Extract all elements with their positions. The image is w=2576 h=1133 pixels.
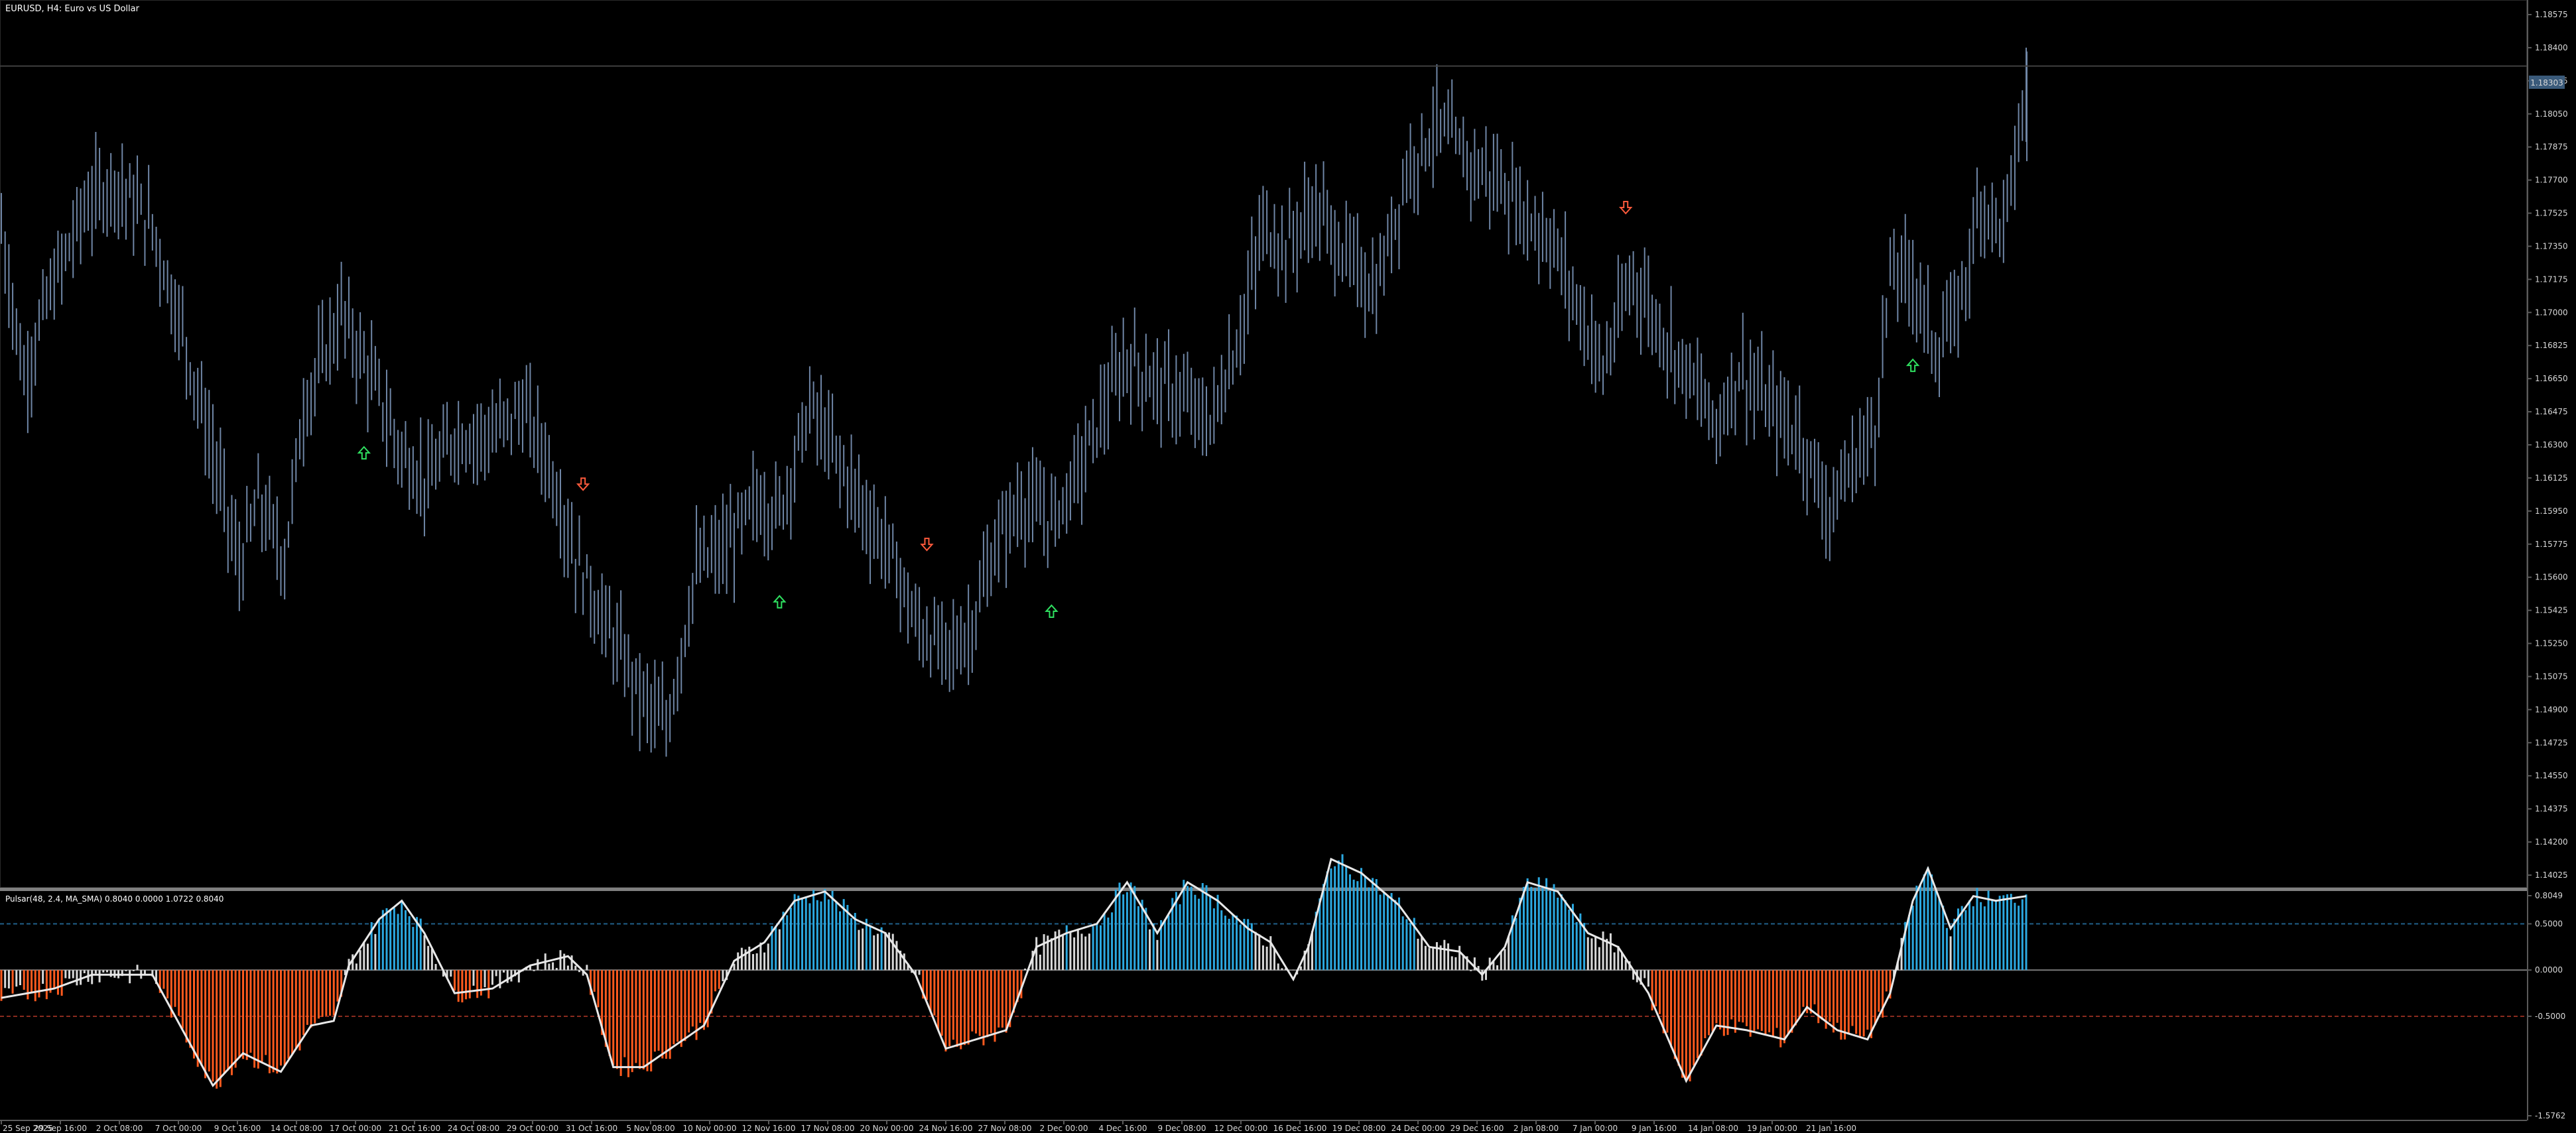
panel-separator[interactable]	[0, 888, 2527, 891]
price-tick-label: 1.14200	[2535, 837, 2568, 847]
price-axis-ticks: 1.185751.184001.182251.180501.178751.177…	[2528, 10, 2568, 880]
time-tick-label: 5 Nov 08:00	[626, 1124, 675, 1133]
time-tick-label: 16 Dec 16:00	[1273, 1124, 1327, 1133]
time-tick-label: 4 Dec 16:00	[1098, 1124, 1147, 1133]
time-tick-label: 25 Sep 2025	[3, 1124, 53, 1133]
buy-arrow	[773, 595, 787, 609]
time-tick-label: 10 Nov 00:00	[683, 1124, 737, 1133]
sell-arrow	[920, 538, 934, 552]
price-bars	[1, 47, 2028, 757]
indicator-axis-ticks: 0.8049 0.5000 0.0000 -0.5000 -1.5762	[2528, 891, 2565, 1120]
price-tick-label: 1.17525	[2535, 209, 2568, 218]
time-tick-label: 24 Oct 08:00	[448, 1124, 499, 1133]
price-tick-label: 1.14725	[2535, 738, 2568, 747]
chart-title: EURUSD, H4: Euro vs US Dollar	[5, 4, 140, 14]
time-tick-label: 27 Nov 08:00	[978, 1124, 1032, 1133]
time-tick-label: 2 Jan 08:00	[1513, 1124, 1559, 1133]
time-tick-label: 24 Dec 00:00	[1391, 1124, 1445, 1133]
price-panel[interactable]: EURUSD, H4: Euro vs US Dollar	[0, 0, 2528, 888]
price-tick-label: 1.16475	[2535, 407, 2568, 416]
price-tick-label: 1.17875	[2535, 143, 2568, 152]
price-tick-label: 1.15425	[2535, 606, 2568, 615]
price-tick-label: 1.16300	[2535, 440, 2568, 449]
sell-arrow	[576, 477, 590, 491]
time-tick-label: 9 Dec 08:00	[1157, 1124, 1206, 1133]
time-tick-label: 21 Oct 16:00	[389, 1124, 440, 1133]
price-tick-label: 1.14375	[2535, 804, 2568, 813]
time-tick-label: 9 Oct 16:00	[214, 1124, 261, 1133]
price-tick-label: 1.15775	[2535, 540, 2568, 549]
time-tick-label: 12 Nov 16:00	[742, 1124, 796, 1133]
price-tick-label: 1.16125	[2535, 473, 2568, 483]
price-tick-label: 1.17350	[2535, 241, 2568, 251]
time-tick-label: 20 Nov 00:00	[860, 1124, 914, 1133]
time-tick-label: 14 Oct 08:00	[271, 1124, 322, 1133]
time-tick-label: 31 Oct 16:00	[566, 1124, 617, 1133]
indicator-tick-label: 0.8049	[2535, 891, 2563, 900]
time-tick-label: 19 Jan 00:00	[1747, 1124, 1797, 1133]
indicator-panel[interactable]: Pulsar(48, 2.4, MA_SMA) 0.8040 0.0000 1.…	[0, 854, 2527, 1089]
time-tick-label: 29 Oct 00:00	[507, 1124, 558, 1133]
price-tick-label: 1.15600	[2535, 573, 2568, 582]
indicator-signal-line	[1, 857, 2027, 1088]
indicator-tick-label: 0.5000	[2535, 920, 2563, 929]
time-tick-label: 7 Oct 00:00	[155, 1124, 202, 1133]
time-tick-label: 29 Dec 16:00	[1450, 1124, 1504, 1133]
time-tick-label: 2 Oct 08:00	[96, 1124, 143, 1133]
price-tick-label: 1.14025	[2535, 870, 2568, 880]
price-tick-label: 1.18050	[2535, 109, 2568, 119]
price-axis[interactable]: 1.185751.184001.182251.180501.178751.177…	[2527, 0, 2568, 1120]
price-panel-frame	[0, 0, 2528, 888]
time-tick-label: 24 Nov 16:00	[919, 1124, 973, 1133]
buy-arrow	[1905, 358, 1920, 373]
buy-arrow	[1045, 604, 1059, 619]
current-price-value: 1.18303	[2530, 78, 2563, 88]
time-tick-label: 29 Sep 16:00	[34, 1124, 87, 1133]
indicator-histogram	[0, 854, 2028, 1089]
indicator-tick-label: -0.5000	[2535, 1012, 2565, 1021]
price-tick-label: 1.18575	[2535, 10, 2568, 19]
price-tick-label: 1.14550	[2535, 771, 2568, 780]
current-price-tag	[2529, 76, 2565, 89]
time-tick-label: 2 Dec 00:00	[1039, 1124, 1088, 1133]
buy-arrow	[357, 446, 371, 460]
time-tick-label: 19 Dec 08:00	[1332, 1124, 1386, 1133]
time-tick-label: 9 Jan 16:00	[1632, 1124, 1677, 1133]
signal-arrows	[357, 200, 1920, 619]
price-tick-label: 1.15250	[2535, 639, 2568, 648]
time-tick-label: 17 Nov 08:00	[801, 1124, 855, 1133]
indicator-tick-label: -1.5762	[2535, 1111, 2565, 1120]
price-tick-label: 1.17700	[2535, 176, 2568, 185]
price-tick-label: 1.14900	[2535, 705, 2568, 714]
price-tick-label: 1.18400	[2535, 43, 2568, 52]
indicator-label: Pulsar(48, 2.4, MA_SMA) 0.8040 0.0000 1.…	[5, 894, 224, 904]
price-tick-label: 1.16650	[2535, 374, 2568, 383]
time-tick-label: 14 Jan 08:00	[1688, 1124, 1738, 1133]
time-tick-label: 7 Jan 00:00	[1573, 1124, 1618, 1133]
price-tick-label: 1.17000	[2535, 308, 2568, 317]
price-tick-label: 1.15950	[2535, 507, 2568, 516]
sell-arrow	[1619, 200, 1633, 215]
price-tick-label: 1.17175	[2535, 274, 2568, 284]
price-tick-label: 1.16825	[2535, 341, 2568, 350]
price-tick-label: 1.15075	[2535, 672, 2568, 681]
indicator-tick-label: 0.0000	[2535, 965, 2563, 975]
time-tick-label: 12 Dec 00:00	[1214, 1124, 1268, 1133]
time-tick-label: 21 Jan 16:00	[1806, 1124, 1856, 1133]
time-tick-label: 17 Oct 00:00	[330, 1124, 381, 1133]
